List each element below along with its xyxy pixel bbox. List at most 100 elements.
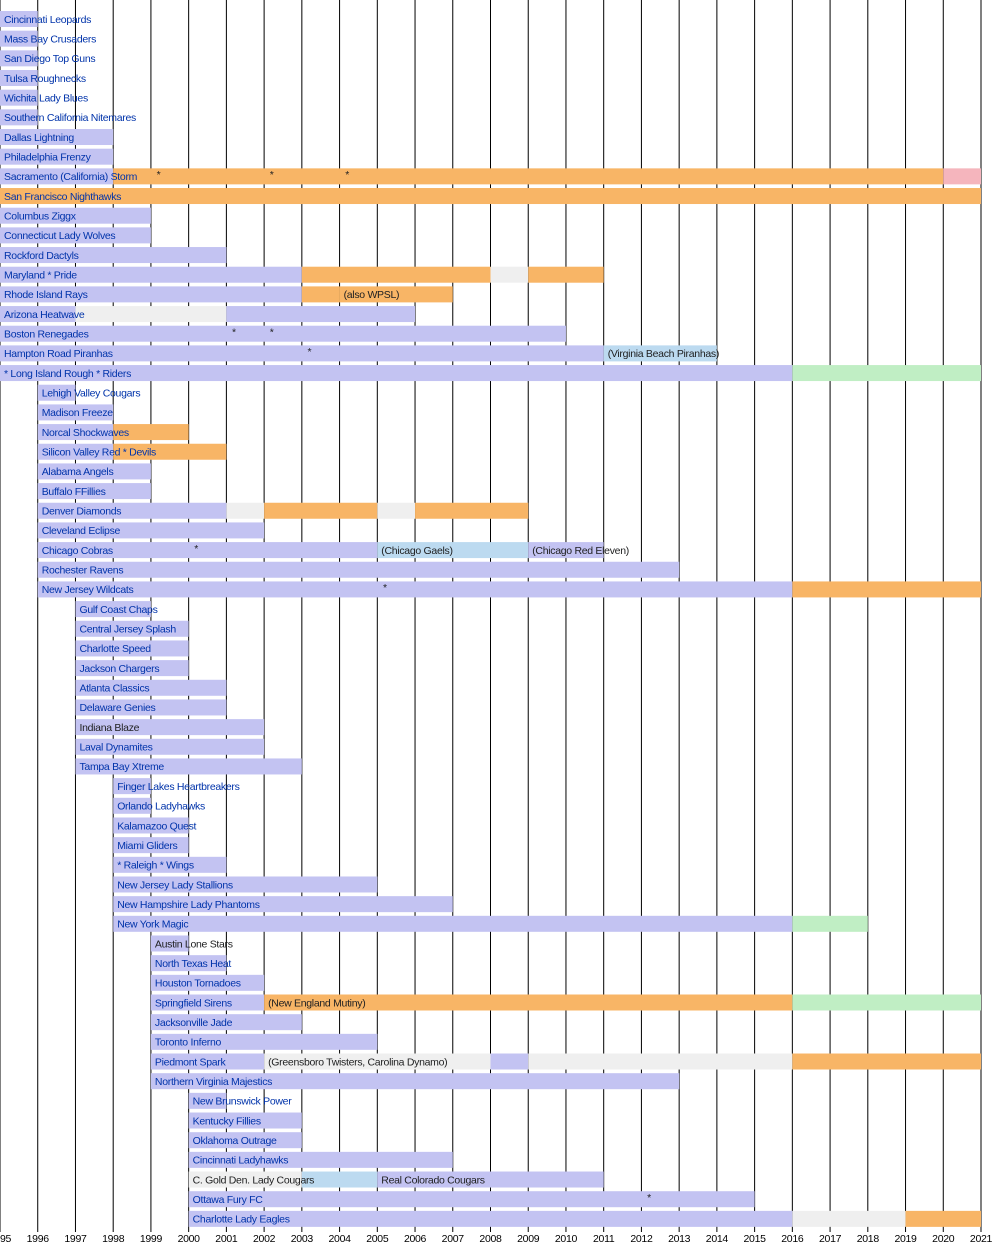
row-label: New Hampshire Lady Phantoms	[117, 899, 260, 911]
timeline-segment	[792, 1210, 906, 1227]
row-label: Kentucky Fillies	[193, 1115, 261, 1127]
row-label: Tulsa Roughnecks	[4, 73, 86, 85]
row-label: New York Magic	[117, 919, 188, 931]
timeline-segment	[0, 129, 114, 146]
timeline-segment	[0, 109, 38, 126]
timeline-segment	[415, 502, 529, 519]
note-marker: *	[383, 582, 387, 594]
row-label: Lehigh Valley Cougars	[42, 388, 141, 400]
timeline-segment	[113, 168, 944, 185]
timeline-segment	[37, 483, 151, 500]
row-label: New Jersey Lady Stallions	[117, 879, 233, 891]
row-label: North Texas Heat	[155, 958, 232, 970]
row-label: Rockford Dactyls	[4, 250, 79, 262]
segment-label: (also WPSL)	[344, 289, 400, 301]
timeline-segment	[37, 502, 227, 519]
row-label: Orlando Ladyhawks	[117, 801, 205, 813]
x-tick-label: 2009	[517, 1233, 540, 1245]
timeline-segment	[0, 345, 604, 362]
timeline-segment	[37, 561, 680, 578]
timeline-segment	[75, 601, 151, 618]
timeline-segment	[0, 168, 114, 185]
x-tick-label: 1996	[27, 1233, 50, 1245]
timeline-segment	[37, 581, 793, 598]
timeline-segment	[792, 365, 981, 382]
timeline-segment	[301, 1171, 378, 1188]
row-label: Finger Lakes Heartbreakers	[117, 781, 239, 793]
note-marker: *	[307, 346, 311, 358]
x-tick-label: 2004	[328, 1233, 351, 1245]
x-tick-label: 2020	[932, 1233, 955, 1245]
timeline-segment	[528, 1053, 793, 1070]
row-label: Dallas Lightning	[4, 132, 74, 144]
row-label: C. Gold Den. Lady Cougars	[193, 1174, 315, 1186]
timeline-segment	[0, 227, 151, 244]
row-label: Boston Renegades	[4, 329, 89, 341]
timeline-segment	[113, 896, 453, 913]
row-label: San Diego Top Guns	[4, 53, 95, 65]
timeline-segment	[0, 70, 38, 87]
row-label: Cleveland Eclipse	[42, 525, 121, 537]
x-tick-label: 2008	[479, 1233, 502, 1245]
timeline-segment	[301, 286, 340, 303]
timeline-segment	[75, 660, 189, 677]
row-label: Charlotte Lady Eagles	[193, 1214, 290, 1226]
x-tick-label: 2001	[215, 1233, 238, 1245]
x-tick-label: 2006	[404, 1233, 427, 1245]
timeline-segment	[0, 325, 566, 342]
x-tick-label: 2015	[744, 1233, 767, 1245]
timeline-segment	[150, 935, 189, 952]
segment-label: (Chicago Gaels)	[381, 545, 452, 557]
segment-label: Real Colorado Cougars	[381, 1174, 484, 1186]
timeline-segment	[113, 856, 227, 873]
timeline-segment	[75, 699, 227, 716]
timeline-segment	[37, 404, 114, 421]
timeline-segment	[188, 1112, 302, 1129]
x-tick-label: 2012	[630, 1233, 653, 1245]
note-marker: *	[194, 543, 198, 555]
timeline-segment	[188, 1132, 302, 1149]
timeline-segment	[0, 286, 302, 303]
timeline-segment	[301, 266, 491, 283]
row-label: Jackson Chargers	[79, 663, 159, 675]
timeline-segment	[792, 1053, 981, 1070]
timeline-segment	[264, 502, 378, 519]
timeline-segment	[113, 797, 151, 814]
timeline-segment	[113, 876, 378, 893]
row-label: Columbus Ziggx	[4, 210, 77, 222]
timeline-segment	[75, 738, 265, 755]
timeline-segment	[150, 955, 227, 972]
timeline-segment	[75, 679, 227, 696]
x-tick-label: 2007	[442, 1233, 465, 1245]
row-label: San Francisco Nighthawks	[4, 191, 121, 203]
timeline-segment	[150, 994, 265, 1011]
row-label: Cincinnati Leopards	[4, 14, 91, 26]
timeline-segment	[113, 443, 227, 460]
row-label: Piedmont Spark	[155, 1056, 227, 1068]
row-label: Austin Lone Stars	[155, 938, 233, 950]
timeline-segment	[0, 148, 114, 165]
timeline-segment	[188, 1171, 302, 1188]
timeline-segment	[150, 1014, 302, 1031]
timeline-segment	[490, 1053, 529, 1070]
timeline-segment	[792, 994, 981, 1011]
timeline-segment	[339, 286, 453, 303]
note-marker: *	[270, 169, 274, 181]
timeline-segment	[37, 384, 76, 401]
timeline-segment	[75, 640, 189, 657]
timeline-segment	[528, 542, 604, 559]
timeline-segment	[792, 581, 981, 598]
row-label: Rhode Island Rays	[4, 289, 88, 301]
segment-label: (Chicago Red Eleven)	[532, 545, 629, 557]
timeline-segment	[37, 463, 151, 480]
x-tick-label: 2000	[178, 1233, 201, 1245]
row-label: Philadelphia Frenzy	[4, 151, 92, 163]
timeline-segment	[150, 1033, 378, 1050]
timeline-segment	[264, 1053, 491, 1070]
timeline-segment	[75, 306, 227, 323]
note-marker: *	[157, 169, 161, 181]
segment-label: (New England Mutiny)	[268, 997, 365, 1009]
timeline-segment	[113, 817, 189, 834]
timeline-segment	[603, 345, 717, 362]
